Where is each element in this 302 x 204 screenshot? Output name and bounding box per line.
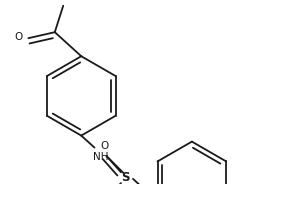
- Text: S: S: [121, 171, 130, 184]
- Text: O: O: [15, 32, 23, 42]
- Text: O: O: [100, 141, 108, 151]
- Text: NH: NH: [93, 152, 109, 162]
- Text: OH: OH: [56, 0, 72, 2]
